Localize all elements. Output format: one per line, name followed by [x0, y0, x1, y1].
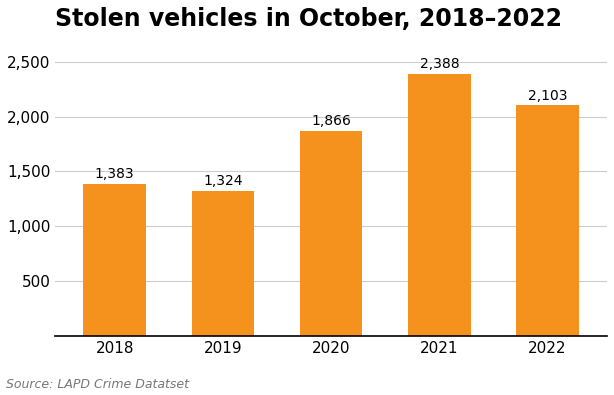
- Bar: [192, 191, 254, 336]
- Bar: [408, 74, 471, 336]
- Text: 1,383: 1,383: [95, 167, 134, 181]
- Text: Source: LAPD Crime Datatset: Source: LAPD Crime Datatset: [6, 378, 189, 391]
- Bar: [516, 105, 579, 336]
- Text: 1,324: 1,324: [203, 174, 243, 188]
- Bar: [84, 184, 146, 336]
- Text: Stolen vehicles in October, 2018–2022: Stolen vehicles in October, 2018–2022: [55, 7, 562, 31]
- Bar: [300, 131, 362, 336]
- Text: 2,388: 2,388: [419, 57, 459, 71]
- Text: 1,866: 1,866: [311, 115, 351, 128]
- Text: 2,103: 2,103: [528, 88, 567, 103]
